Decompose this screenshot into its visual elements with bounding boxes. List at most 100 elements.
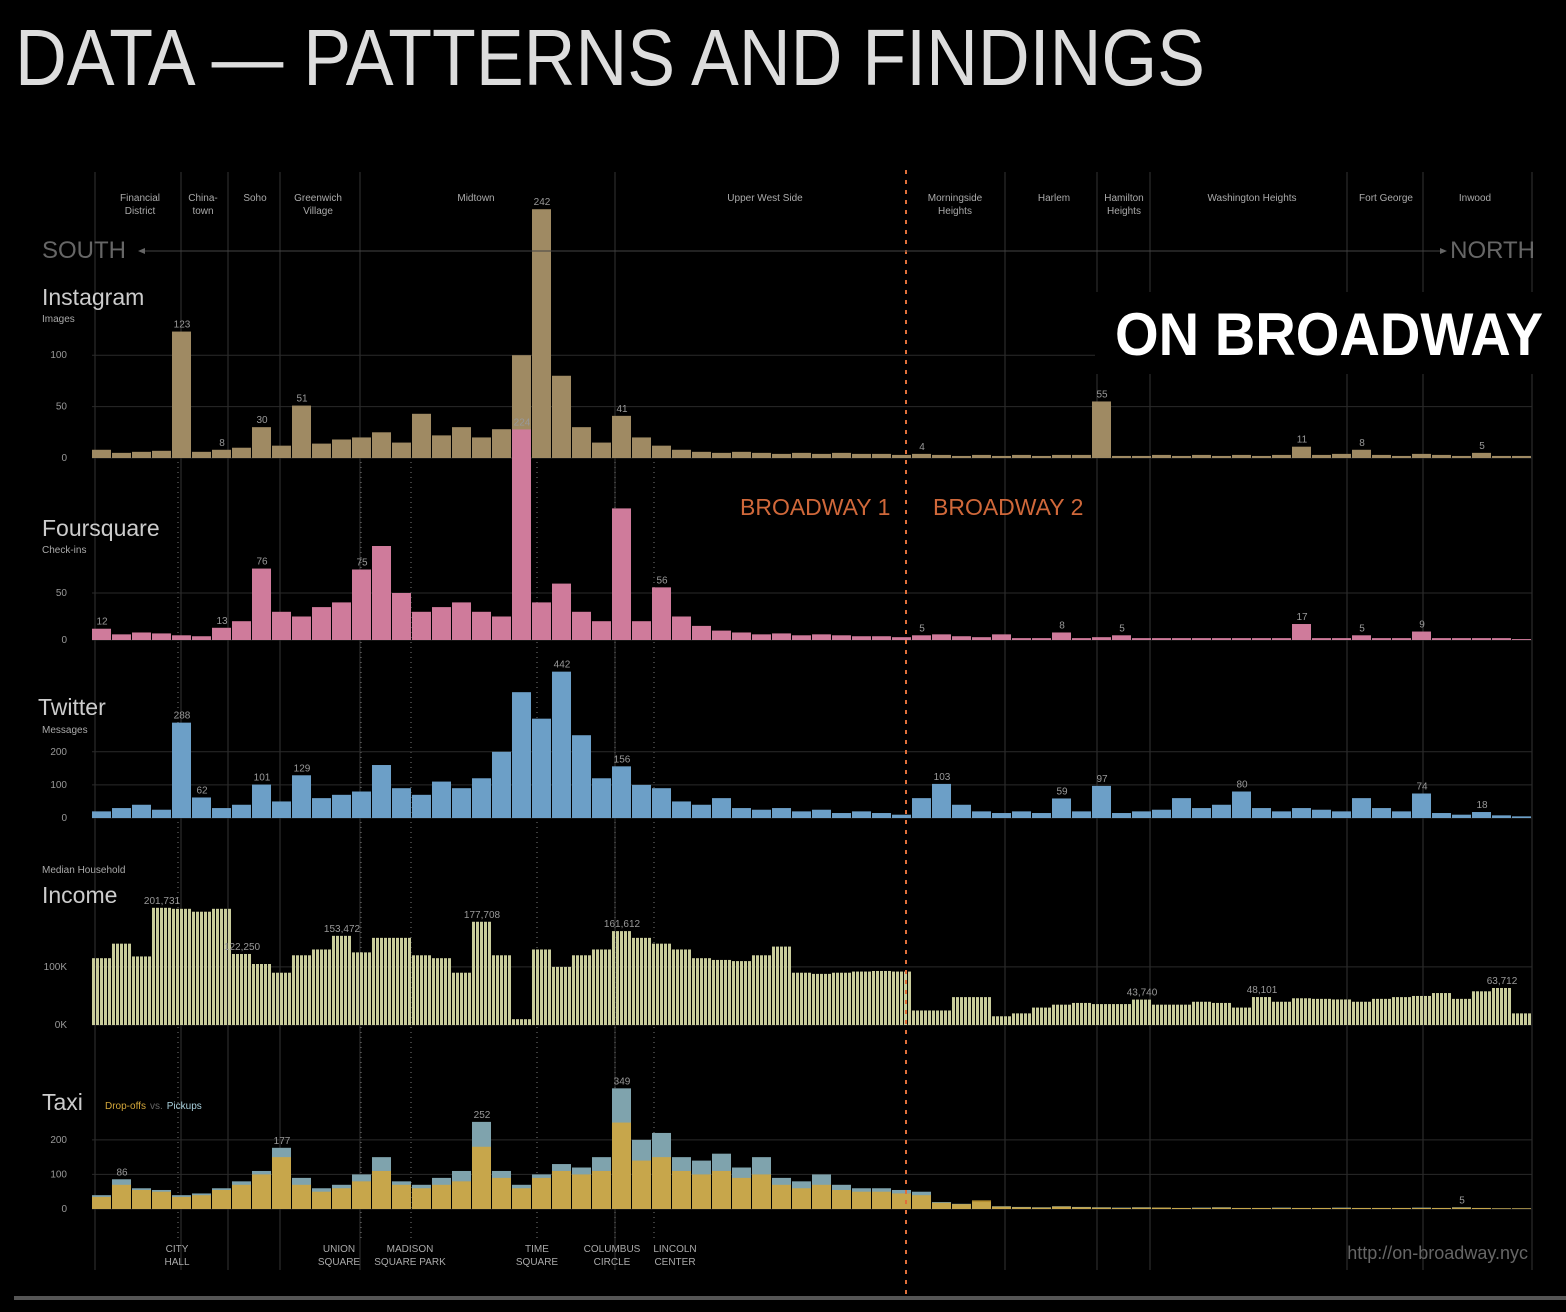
neighborhood-label: Washington Heights (1207, 193, 1296, 204)
bar (972, 1200, 991, 1209)
value-label: 76 (256, 557, 268, 568)
bar (1272, 454, 1291, 458)
value-label: 177,708 (464, 910, 501, 921)
bar (252, 1174, 271, 1209)
y-tick-label: 100 (50, 1169, 67, 1180)
bar (212, 808, 231, 818)
bar (692, 804, 711, 818)
bar (492, 429, 511, 458)
bar (892, 971, 911, 1025)
bar (1352, 449, 1371, 458)
value-label: 5 (1459, 1195, 1465, 1206)
bar (1092, 637, 1111, 640)
page-title: DATA — PATTERNS AND FINDINGS (15, 13, 1205, 102)
bar (612, 415, 631, 458)
bar (992, 455, 1011, 458)
bar (332, 1188, 351, 1209)
bar (692, 625, 711, 640)
bar (792, 635, 811, 640)
bar (932, 1010, 951, 1025)
bar (372, 1170, 391, 1209)
value-label: 12 (96, 617, 108, 628)
bar (212, 1189, 231, 1209)
neighborhood-label: Inwood (1459, 193, 1491, 204)
bar (172, 722, 191, 818)
bar (1372, 998, 1391, 1025)
bar (972, 454, 991, 458)
bar (612, 766, 631, 818)
bar (1172, 638, 1191, 640)
bar (632, 937, 651, 1025)
bar (132, 1189, 151, 1209)
direction-label: SOUTH (42, 237, 126, 264)
bar (852, 811, 871, 818)
bar (592, 1170, 611, 1209)
landmark-label: SQUARE (516, 1257, 559, 1268)
bar (92, 958, 111, 1025)
bar (852, 1191, 871, 1209)
bar (792, 452, 811, 458)
bar (832, 972, 851, 1025)
bar (132, 451, 151, 458)
bar (992, 813, 1011, 818)
value-label: 17 (1296, 612, 1308, 623)
bar (112, 634, 131, 640)
bar (352, 952, 371, 1025)
bar (632, 1160, 651, 1209)
bar (192, 911, 211, 1025)
bar (1112, 455, 1131, 458)
bar (632, 784, 651, 818)
bar (432, 1184, 451, 1209)
bar (1272, 1001, 1291, 1025)
bar (392, 937, 411, 1025)
value-label: 5 (1119, 623, 1125, 634)
bar (332, 794, 351, 818)
bar (932, 1202, 951, 1209)
y-tick-label: 0K (55, 1020, 68, 1031)
bar (1012, 1013, 1031, 1025)
value-label: 349 (614, 1076, 631, 1087)
bar (1092, 785, 1111, 818)
bar (252, 568, 271, 640)
bar (252, 964, 271, 1025)
bar (1412, 453, 1431, 458)
bar (832, 813, 851, 818)
bar (432, 607, 451, 640)
bar (492, 751, 511, 818)
bar (692, 958, 711, 1025)
value-label: 30 (256, 415, 268, 426)
bar (512, 1019, 531, 1025)
logo: ON BROADWAY (1115, 301, 1543, 368)
bar (1232, 1207, 1251, 1209)
bar (1432, 454, 1451, 458)
value-label: 9 (1419, 620, 1425, 631)
bar (232, 953, 251, 1025)
legend-entry: Pickups (167, 1101, 202, 1112)
bar (552, 583, 571, 640)
bar (192, 636, 211, 640)
bar (1492, 1208, 1511, 1209)
bar (292, 405, 311, 458)
bar (332, 602, 351, 640)
bar (672, 616, 691, 640)
bar (872, 970, 891, 1025)
bar (992, 1206, 1011, 1209)
neighborhood-label: China- (188, 193, 217, 204)
value-label: 156 (614, 754, 631, 765)
panel-subtitle: Median Household (42, 865, 125, 876)
logo-box (1095, 292, 1560, 374)
bar (532, 209, 551, 458)
bar (1432, 638, 1451, 640)
bar (532, 602, 551, 640)
bar (192, 451, 211, 458)
bar (952, 636, 971, 640)
bar (1352, 1207, 1371, 1209)
bar (292, 616, 311, 640)
bar (272, 972, 291, 1025)
bar (1052, 454, 1071, 458)
bar (412, 611, 431, 640)
bar (532, 718, 551, 818)
bar (1152, 454, 1171, 458)
bar (1212, 804, 1231, 818)
